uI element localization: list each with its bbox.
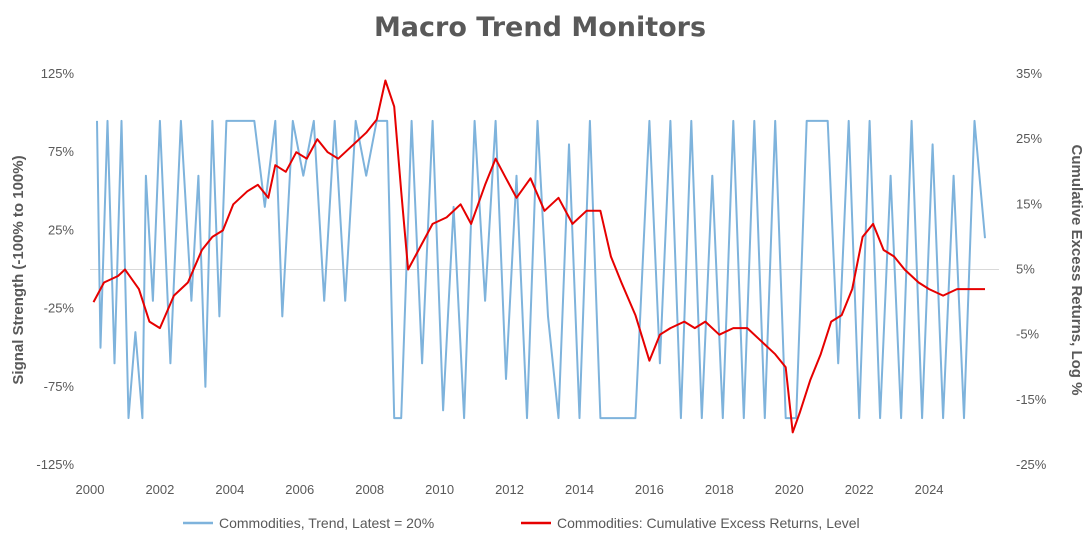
x-tick-label: 2008 (355, 482, 384, 497)
x-tick-label: 2022 (845, 482, 874, 497)
right-tick-label: 5% (1016, 262, 1035, 277)
series-returns-line (92, 79, 985, 434)
x-tick-label: 2014 (565, 482, 594, 497)
left-axis: 125% 75% 25% -25% -75% -125% (36, 66, 74, 472)
series-trend-line (96, 119, 986, 420)
x-tick-label: 2020 (775, 482, 804, 497)
x-tick-label: 2010 (425, 482, 454, 497)
x-tick-label: 2012 (495, 482, 524, 497)
legend-label-returns: Commodities: Cumulative Excess Returns, … (557, 515, 860, 531)
left-tick-label: -25% (44, 301, 75, 316)
x-tick-label: 2002 (145, 482, 174, 497)
chart-title: Macro Trend Monitors (374, 12, 706, 43)
right-tick-label: -15% (1016, 392, 1047, 407)
left-axis-title: Signal Strength (-100% to 100%) (10, 155, 27, 384)
x-tick-label: 2000 (76, 482, 105, 497)
right-tick-label: 25% (1016, 131, 1042, 146)
left-tick-label: 25% (48, 222, 74, 237)
right-tick-label: 35% (1016, 66, 1042, 81)
right-tick-label: -5% (1016, 327, 1040, 342)
right-tick-label: 15% (1016, 196, 1042, 211)
x-tick-label: 2006 (285, 482, 314, 497)
x-tick-label: 2004 (215, 482, 244, 497)
x-tick-label: 2024 (915, 482, 944, 497)
trend-series-path (96, 119, 986, 420)
x-tick-label: 2016 (635, 482, 664, 497)
legend-label-trend: Commodities, Trend, Latest = 20% (219, 515, 434, 531)
left-tick-label: 75% (48, 144, 74, 159)
right-axis-title: Cumulative Excess Returns, Log % (1068, 145, 1085, 396)
right-axis: 35% 25% 15% 5% -5% -15% -25% (1016, 66, 1047, 472)
x-tick-label: 2018 (705, 482, 734, 497)
x-axis: 2000 2002 2004 2006 2008 2010 2012 2014 2016 2018… (76, 482, 944, 497)
returns-series-path (92, 79, 985, 434)
left-tick-label: -125% (36, 457, 74, 472)
right-tick-label: -25% (1016, 457, 1047, 472)
legend: Commodities, Trend, Latest = 20% Commodi… (183, 515, 860, 531)
left-tick-label: -75% (44, 379, 75, 394)
left-tick-label: 125% (41, 66, 75, 81)
